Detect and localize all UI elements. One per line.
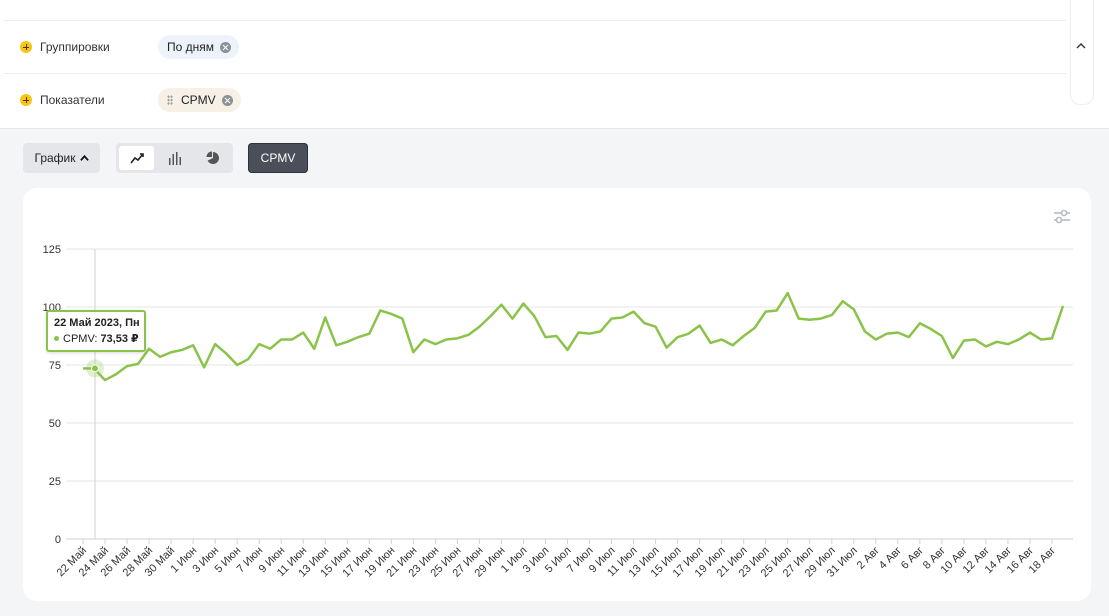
metric-chip-cpmv[interactable]: CPMV xyxy=(158,88,241,112)
groupings-row: Группировки По дням xyxy=(4,20,1066,73)
y-tick-label: 50 xyxy=(49,418,61,430)
line-chart-icon xyxy=(129,153,144,164)
x-tick-label: 2 Авг xyxy=(855,545,882,572)
hover-point xyxy=(91,364,99,373)
bar-chart-icon xyxy=(168,152,181,165)
x-tick-label: 4 Авг xyxy=(877,545,904,572)
bar-view-button[interactable] xyxy=(157,146,192,170)
line-view-button[interactable] xyxy=(119,146,154,170)
tooltip-date: 22 Май 2023, Пн xyxy=(54,317,140,329)
remove-chip-close-icon[interactable] xyxy=(221,94,233,106)
tooltip-series-name: CPMV: xyxy=(63,332,98,345)
y-tick-label: 0 xyxy=(55,534,61,546)
settings-sliders-icon[interactable] xyxy=(1053,209,1071,225)
metric-series-button[interactable]: CPMV xyxy=(248,143,308,173)
filter-panel: Группировки По дням Показатели CPMV xyxy=(0,0,1109,129)
y-tick-label: 125 xyxy=(43,244,61,256)
metrics-label: Показатели xyxy=(40,93,105,107)
add-grouping-plus-icon[interactable] xyxy=(20,41,32,53)
pie-chart-icon xyxy=(206,151,219,164)
collapse-panel[interactable] xyxy=(1070,0,1094,105)
metric-chip-label: CPMV xyxy=(181,93,216,107)
chart-type-switcher xyxy=(116,143,233,173)
chevron-up-icon[interactable] xyxy=(1076,41,1086,51)
chevron-up-icon xyxy=(79,154,89,161)
add-metric-plus-icon[interactable] xyxy=(20,94,32,106)
grouping-chip-label: По дням xyxy=(167,40,215,54)
series-line-cpmv xyxy=(82,291,1065,382)
tooltip-value: 73,53 ₽ xyxy=(100,333,139,345)
series-dot-icon xyxy=(54,336,59,341)
drag-handle-icon[interactable] xyxy=(167,95,173,105)
metrics-row: Показатели CPMV xyxy=(4,73,1066,126)
remove-chip-close-icon[interactable] xyxy=(220,41,232,53)
grouping-chip-by-days[interactable]: По дням xyxy=(158,35,240,59)
x-tick-label: 6 Авг xyxy=(899,545,926,572)
chart-toggle-button[interactable]: График xyxy=(23,143,100,173)
y-tick-label: 25 xyxy=(49,476,61,488)
y-tick-label: 75 xyxy=(49,360,61,372)
groupings-label: Группировки xyxy=(40,40,110,54)
pie-view-button[interactable] xyxy=(195,146,230,170)
chart-card xyxy=(23,188,1091,601)
tooltip-series-row: CPMV: 73,53 ₽ xyxy=(54,332,144,345)
chart-toggle-label: График xyxy=(34,151,76,165)
chart-tooltip: 22 Май 2023, Пн CPMV: 73,53 ₽ xyxy=(46,310,146,352)
